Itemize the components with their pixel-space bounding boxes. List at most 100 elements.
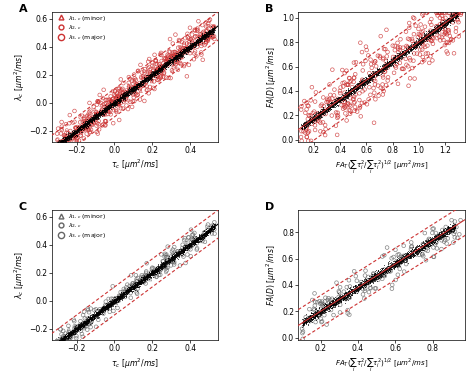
Point: [204, 230, 211, 236]
Point: [55, 141, 62, 147]
Point: [425, 32, 432, 38]
Point: [166, 257, 174, 263]
Point: [303, 318, 311, 324]
Point: [380, 66, 387, 73]
Point: [185, 39, 193, 45]
Point: [347, 287, 355, 293]
Point: [373, 271, 381, 278]
Point: [88, 314, 95, 320]
Point: [412, 244, 420, 251]
Point: [379, 64, 387, 70]
Point: [105, 302, 113, 308]
Point: [346, 86, 353, 93]
Point: [407, 248, 415, 254]
Point: [421, 33, 429, 39]
Point: [347, 90, 355, 96]
Point: [314, 109, 322, 115]
Point: [425, 238, 433, 244]
Point: [153, 269, 160, 275]
Point: [181, 242, 189, 249]
Point: [203, 29, 210, 36]
Point: [388, 57, 396, 63]
Point: [393, 54, 401, 60]
Point: [384, 61, 392, 67]
Point: [377, 66, 385, 72]
Point: [115, 97, 123, 104]
Point: [54, 339, 62, 345]
Point: [111, 100, 119, 106]
Point: [170, 49, 177, 56]
Point: [195, 234, 202, 240]
Point: [318, 108, 326, 114]
Point: [61, 335, 69, 342]
Point: [157, 260, 164, 266]
Point: [307, 314, 314, 321]
Point: [407, 47, 414, 53]
Point: [63, 336, 71, 343]
Point: [415, 244, 422, 251]
Point: [210, 27, 218, 33]
Point: [312, 312, 319, 318]
Point: [431, 232, 439, 239]
Point: [132, 85, 140, 91]
Point: [442, 229, 449, 235]
Point: [421, 237, 429, 243]
Point: [321, 306, 328, 312]
Point: [336, 93, 344, 100]
Point: [357, 283, 365, 289]
Point: [392, 261, 400, 267]
Point: [429, 35, 437, 41]
Point: [163, 62, 170, 68]
Point: [316, 298, 323, 304]
Point: [362, 277, 370, 283]
Point: [309, 116, 317, 122]
Point: [57, 140, 65, 147]
Point: [91, 117, 98, 123]
Point: [169, 60, 176, 66]
Point: [108, 301, 116, 307]
Point: [408, 43, 415, 50]
Point: [94, 113, 101, 120]
Point: [405, 50, 413, 56]
Point: [324, 108, 332, 114]
Point: [97, 111, 105, 117]
Point: [425, 35, 432, 41]
Point: [429, 26, 437, 32]
Point: [69, 328, 77, 335]
Point: [188, 242, 195, 248]
Point: [99, 304, 107, 310]
Point: [59, 140, 66, 146]
Point: [142, 276, 150, 282]
Point: [442, 229, 449, 235]
Point: [438, 233, 446, 240]
Point: [372, 71, 379, 77]
Point: [450, 13, 458, 19]
Point: [419, 36, 427, 43]
Point: [412, 42, 420, 48]
Point: [396, 55, 403, 61]
Point: [369, 276, 376, 283]
Point: [74, 326, 82, 332]
Point: [57, 139, 65, 145]
Point: [346, 289, 354, 295]
Point: [446, 227, 454, 233]
Point: [58, 138, 65, 144]
Point: [401, 48, 409, 54]
Point: [300, 124, 308, 130]
Point: [318, 308, 326, 314]
Point: [108, 300, 116, 306]
Point: [401, 257, 408, 264]
Point: [69, 145, 76, 151]
Point: [375, 270, 383, 276]
Point: [451, 13, 459, 19]
Point: [143, 275, 150, 281]
Point: [156, 62, 164, 68]
Point: [53, 340, 61, 346]
Point: [160, 260, 168, 267]
Point: [74, 323, 82, 329]
Point: [130, 283, 137, 289]
Point: [169, 54, 176, 60]
Point: [441, 230, 448, 236]
Point: [107, 303, 115, 309]
Point: [303, 119, 310, 126]
